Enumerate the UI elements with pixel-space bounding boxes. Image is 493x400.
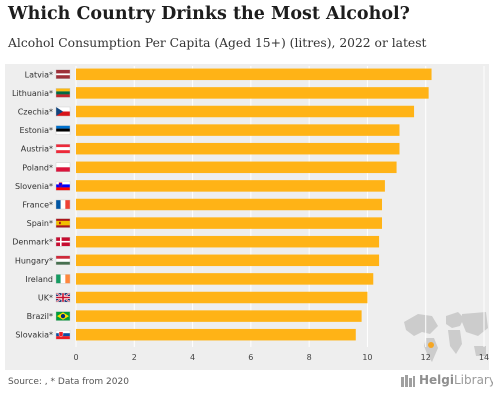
y-category-label: Lithuania* — [12, 89, 53, 98]
logo-text-a: Helgi — [419, 373, 454, 387]
flag-lithuania-icon — [55, 88, 71, 98]
flag-austria-icon — [55, 143, 71, 154]
flag-slovakia-icon — [55, 330, 71, 340]
flag-denmark-icon — [55, 236, 71, 247]
bar-austria — [76, 142, 400, 155]
y-category-label: Austria* — [21, 145, 53, 154]
flag-france-icon — [55, 199, 71, 210]
bar-slovenia — [76, 180, 385, 192]
y-category-label: Slovakia* — [15, 331, 53, 340]
x-tick-label: 2 — [132, 353, 137, 362]
source-note: Source: , * Data from 2020 — [8, 377, 129, 387]
x-tick-label: 14 — [479, 353, 489, 362]
flag-spain-icon — [55, 218, 71, 228]
chart-subtitle: Alcohol Consumption Per Capita (Aged 15+… — [8, 36, 427, 50]
map-landmass-1 — [424, 338, 438, 362]
bar-france — [76, 198, 382, 211]
y-category-label: UK* — [38, 294, 53, 303]
flag-brazil-icon — [55, 311, 71, 321]
flag-uk-icon — [55, 292, 71, 303]
flag-hungary-icon — [55, 255, 71, 266]
y-category-label: Spain* — [27, 219, 53, 228]
flag-latvia-icon — [55, 69, 71, 80]
world-map-icon — [404, 312, 488, 362]
flag-slovenia-icon — [55, 181, 71, 191]
x-tick-label: 8 — [307, 353, 312, 362]
bar-czechia — [76, 105, 415, 118]
flag-ireland-icon — [55, 274, 71, 284]
y-category-label: Hungary* — [15, 256, 53, 265]
x-tick-label: 4 — [190, 353, 195, 362]
y-category-label: Slovenia* — [15, 182, 53, 191]
bar-estonia — [76, 124, 400, 136]
bar-uk — [76, 291, 368, 304]
bar-lithuania — [76, 87, 429, 99]
y-category-label: Ireland — [25, 275, 53, 284]
bar-ireland — [76, 273, 374, 285]
flag-czechia-icon — [55, 106, 71, 117]
map-landmass-4 — [462, 312, 488, 336]
bar-slovakia — [76, 328, 356, 341]
chart-title: Which Country Drinks the Most Alcohol? — [8, 4, 410, 24]
y-category-label: Poland* — [22, 163, 53, 172]
helgilibrary-logo: Helgi Library — [400, 373, 493, 387]
map-landmass-5 — [474, 346, 486, 356]
flag-poland-icon — [55, 162, 71, 173]
bar-poland — [76, 161, 397, 174]
bar-hungary — [76, 254, 380, 267]
bar-latvia — [76, 68, 432, 81]
logo-text-b: Library — [454, 373, 493, 387]
x-tick-label: 10 — [362, 353, 372, 362]
flag-estonia-icon — [55, 125, 71, 135]
y-category-label: Denmark* — [12, 238, 53, 247]
y-category-label: France* — [22, 201, 53, 210]
bar-brazil — [76, 310, 362, 322]
map-landmass-0 — [404, 314, 438, 336]
y-category-label: Brazil* — [27, 312, 53, 321]
map-landmass-3 — [448, 330, 462, 354]
bar-denmark — [76, 235, 380, 248]
y-category-label: Estonia* — [20, 126, 53, 135]
library-logo-icon — [401, 375, 415, 387]
x-tick-label: 6 — [248, 353, 253, 362]
map-highlight — [428, 342, 434, 348]
y-category-label: Latvia* — [25, 70, 53, 79]
bar-spain — [76, 217, 382, 229]
x-tick-label: 0 — [73, 353, 78, 362]
map-landmass-2 — [446, 312, 464, 328]
x-tick-label: 12 — [421, 353, 431, 362]
y-category-label: Czechia* — [18, 108, 53, 117]
